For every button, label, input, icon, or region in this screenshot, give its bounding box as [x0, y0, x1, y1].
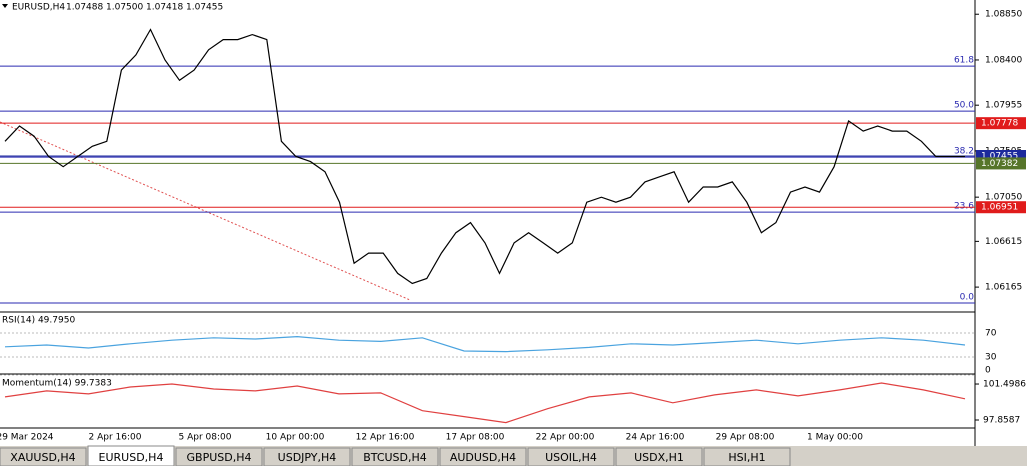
rsi-tick: 0 — [985, 366, 991, 376]
ohlc: 1.07455 — [186, 3, 223, 13]
date-label: 22 Apr 00:00 — [536, 433, 595, 443]
trend-line — [0, 121, 411, 301]
menu-arrow — [2, 4, 8, 8]
date-label: 17 Apr 08:00 — [446, 433, 505, 443]
price-label: 1.08400 — [985, 55, 1022, 65]
momentum-tick: 101.4986 — [983, 380, 1026, 390]
date-label: 5 Apr 08:00 — [179, 433, 232, 443]
date-label: 12 Apr 16:00 — [356, 433, 415, 443]
rsi-line — [4, 335, 966, 353]
price-tag-label: 1.06951 — [981, 203, 1018, 213]
price-tag-label: 1.07778 — [981, 119, 1018, 129]
fib-label: 23.6 — [954, 202, 974, 212]
price-label: 1.07050 — [985, 193, 1022, 203]
price-tag-label: 1.07382 — [981, 159, 1018, 169]
tab-label[interactable]: GBPUSD,H4 — [187, 451, 252, 464]
fib-label: 61.8 — [954, 56, 974, 66]
price-line — [4, 28, 965, 285]
date-label: 29 Mar 2024 — [0, 433, 54, 443]
rsi-label: RSI(14) 49.7950 — [2, 316, 75, 326]
momentum-line — [4, 382, 966, 424]
date-label: 1 May 00:00 — [807, 433, 863, 443]
tab-label[interactable]: AUDUSD,H4 — [450, 451, 516, 464]
fib-label: 50.0 — [954, 101, 974, 111]
rsi-tick: 30 — [985, 353, 997, 363]
price-label: 1.07955 — [985, 101, 1022, 111]
price-label: 1.08850 — [985, 10, 1022, 20]
symbol: EURUSD,H4 — [12, 3, 65, 13]
price-label: 1.06165 — [985, 283, 1022, 293]
tab-label[interactable]: USOIL,H4 — [545, 451, 597, 464]
tab-label[interactable]: USDJPY,H4 — [278, 451, 337, 464]
tab-label[interactable]: XAUUSD,H4 — [10, 451, 75, 464]
momentum-tick: 97.8587 — [983, 416, 1020, 426]
price-tag — [976, 117, 1026, 130]
rsi-tick: 70 — [985, 329, 997, 339]
tab-label[interactable]: EURUSD,H4 — [99, 451, 164, 464]
fib-label: 38.2 — [954, 147, 974, 157]
date-label: 24 Apr 16:00 — [626, 433, 685, 443]
price-label: 1.06615 — [985, 237, 1022, 247]
fib-label: 0.0 — [960, 293, 975, 303]
price-tag — [976, 157, 1026, 170]
tab-label[interactable]: BTCUSD,H4 — [363, 451, 427, 464]
ohlc: 1.07500 — [106, 3, 143, 13]
tab-label[interactable]: HSI,H1 — [728, 451, 765, 464]
price-tag — [976, 201, 1026, 214]
ohlc: 1.07418 — [146, 3, 183, 13]
background — [0, 0, 1027, 446]
ohlc: 1.07488 — [66, 3, 103, 13]
price-tag-label: 1.07455 — [981, 152, 1018, 162]
tab-label[interactable]: USDX,H1 — [634, 451, 684, 464]
momentum-label: Momentum(14) 99.7383 — [2, 379, 112, 389]
date-label: 29 Apr 08:00 — [716, 433, 775, 443]
date-label: 10 Apr 00:00 — [266, 433, 325, 443]
date-label: 2 Apr 16:00 — [89, 433, 142, 443]
